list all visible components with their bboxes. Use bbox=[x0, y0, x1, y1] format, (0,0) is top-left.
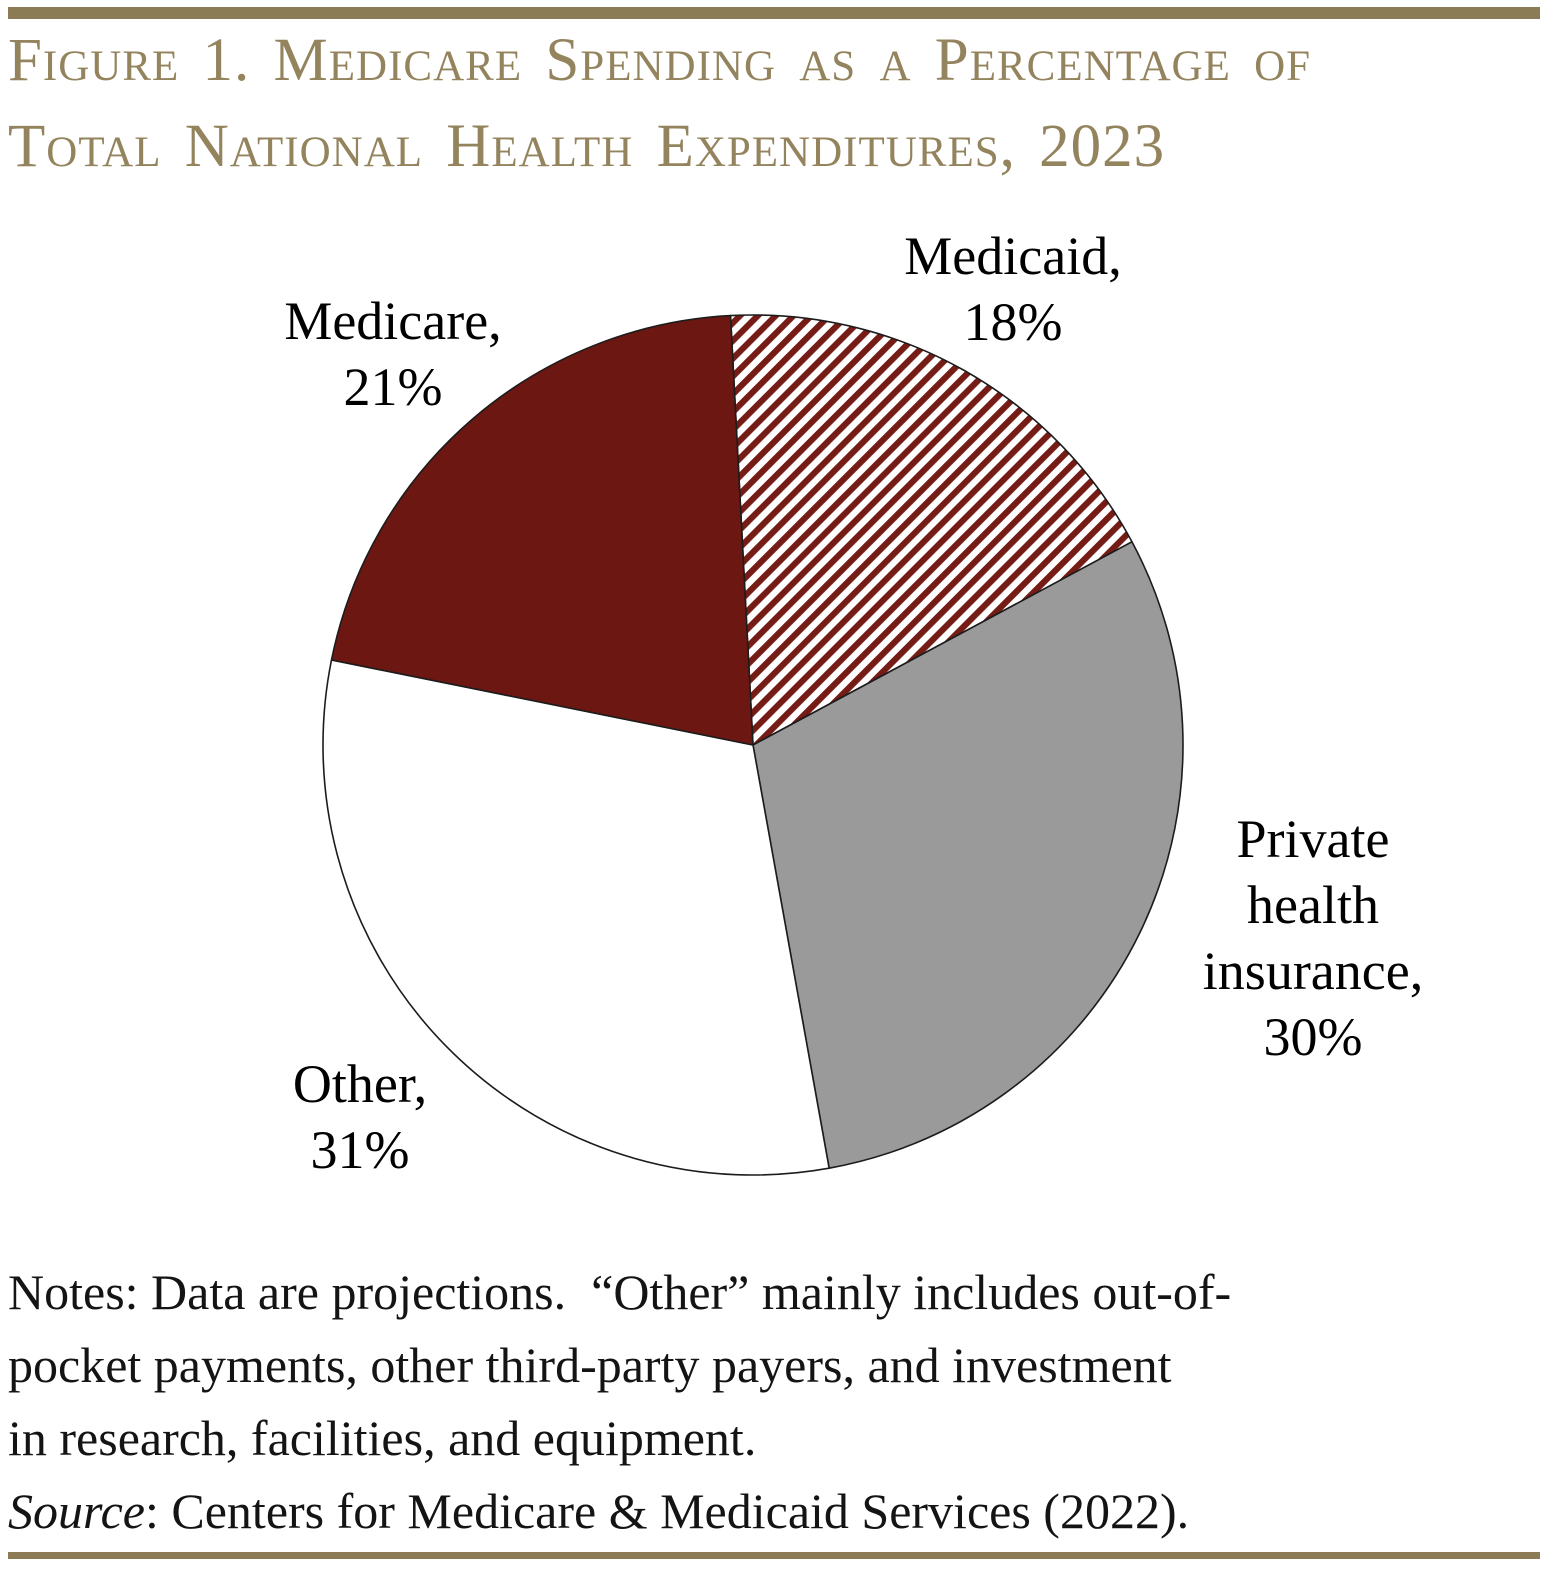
bottom-rule bbox=[8, 1552, 1540, 1559]
pie-slices-group bbox=[322, 314, 1184, 1176]
figure-notes: Notes: Data are projections. “Other” mai… bbox=[8, 1256, 1560, 1548]
notes-line-1: Notes: Data are projections. “Other” mai… bbox=[8, 1264, 1232, 1320]
pie-label-medicaid: Medicaid, 18% bbox=[904, 226, 1122, 352]
notes-line-3: in research, facilities, and equipment. bbox=[8, 1410, 757, 1466]
source-label: Source bbox=[8, 1483, 145, 1539]
pie-slice-other bbox=[322, 659, 830, 1176]
figure-title-line1: Figure 1. Medicare Spending as a Percent… bbox=[8, 27, 1312, 94]
figure-title-line2: Total National Health Expenditures, 2023 bbox=[8, 113, 1166, 180]
pie-slice-private-health-insurance bbox=[752, 541, 1184, 1169]
pie-label-medicare: Medicare, 21% bbox=[284, 291, 502, 417]
pie-slice-medicare bbox=[330, 314, 754, 746]
pie-label-other: Other, 31% bbox=[292, 1054, 428, 1180]
figure-title: Figure 1. Medicare Spending as a Percent… bbox=[8, 18, 1311, 190]
source-text: : Centers for Medicare & Medicaid Servic… bbox=[145, 1483, 1190, 1539]
notes-line-2: pocket payments, other third-party payer… bbox=[8, 1337, 1172, 1393]
source-line: Source: Centers for Medicare & Medicaid … bbox=[8, 1475, 1560, 1548]
pie-label-private-health-insurance: Private health insurance, 30% bbox=[1202, 809, 1424, 1067]
top-rule bbox=[8, 7, 1540, 19]
pie-slice-medicaid bbox=[729, 314, 1133, 746]
